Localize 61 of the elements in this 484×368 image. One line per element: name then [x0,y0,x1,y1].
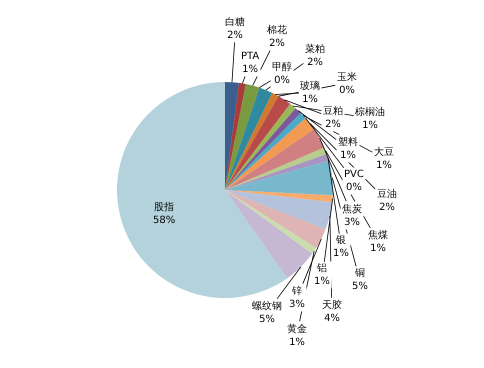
slice-label: 大豆 [374,146,394,158]
pie-slice [225,92,278,190]
slice-label: 菜粕 [305,43,325,55]
slice-label: 螺纹钢 [252,300,282,312]
data-label: 2% [325,119,341,130]
slice-label: 白糖 [225,16,245,28]
slice-label: 股指 [154,201,174,213]
data-label: 3% [289,299,305,310]
slice-label: 棕榈油 [355,106,385,118]
pie-slice [225,190,312,278]
pie-slice [225,160,333,196]
data-label: 5% [259,314,275,325]
pie-slice [225,82,246,190]
pie-slice [225,129,324,190]
pie-slice [225,190,316,254]
pie-slice [225,147,327,190]
text: 0% [339,85,355,96]
pie-slice [225,82,239,190]
data-label: 2% [379,202,395,213]
slice-label: 铜 [354,268,365,279]
pie-slice [225,190,332,230]
text: 0% [346,182,362,193]
data-label: 5% [352,281,368,292]
slice-label: 豆油 [377,188,397,200]
data-label: 1% [333,248,349,259]
data-label: 1% [376,160,392,171]
slice-label: PTA [241,51,260,62]
pie-slice [225,190,333,202]
data-label: 58% [153,215,176,226]
data-label: 2% [269,38,285,49]
data-label: 2% [307,57,323,68]
data-label: 1% [302,94,318,105]
slice-label: 焦炭 [342,203,362,215]
pie-slice [225,84,260,190]
slice-label: 豆粕 [323,106,343,117]
data-label: 4% [324,313,340,324]
data-label: 1% [242,64,258,75]
category-label: PVC [344,169,364,180]
pie-slice [225,88,272,190]
text: 0% [274,75,290,86]
slice-label: 棉花 [267,24,287,36]
category-label: 甲醇 [272,62,292,73]
data-label: 1% [289,337,305,348]
slice-label: 银 [334,235,346,246]
slice-label: 天胶 [322,299,342,311]
pie-slice [225,154,329,190]
data-label: 1% [314,276,330,287]
data-label: 3% [344,217,360,228]
slice-label: 锌 [290,285,302,297]
data-label: 1% [362,120,378,131]
slice-label: 黄金 [287,323,307,335]
data-label: 1% [340,150,356,161]
slice-label: 铝 [316,263,327,274]
pie-slice [117,82,288,298]
data-label: 2% [227,30,243,41]
slice-label: 玻璃 [300,80,320,92]
category-label: 玉米 [337,72,357,83]
data-label: 1% [370,243,386,254]
slice-label: 塑料 [338,136,358,148]
pie-slice [225,190,326,248]
slice-label: 焦煤 [368,229,388,241]
